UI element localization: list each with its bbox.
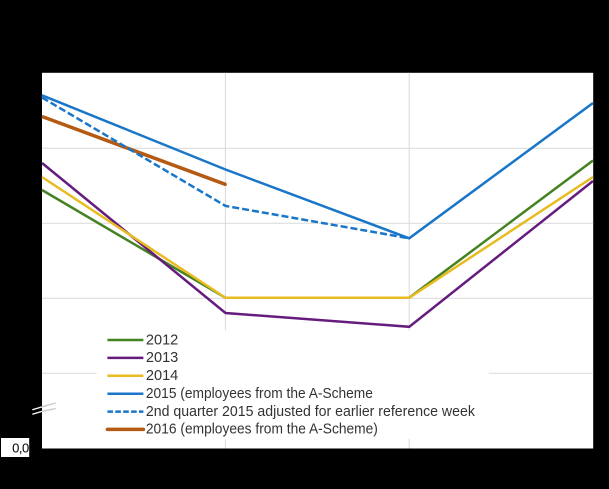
svg-text:0,0: 0,0 bbox=[12, 440, 29, 455]
svg-text:2016 (employees from the A-Sch: 2016 (employees from the A-Scheme) bbox=[146, 421, 378, 438]
svg-text:2014: 2014 bbox=[146, 367, 178, 384]
svg-text:2015 (employees from the A-Sch: 2015 (employees from the A-Scheme bbox=[146, 385, 373, 402]
svg-text:2013: 2013 bbox=[146, 349, 178, 366]
svg-text:2012: 2012 bbox=[146, 331, 178, 348]
svg-text:2nd quarter 2015 adjusted for: 2nd quarter 2015 adjusted for earlier re… bbox=[146, 403, 475, 420]
